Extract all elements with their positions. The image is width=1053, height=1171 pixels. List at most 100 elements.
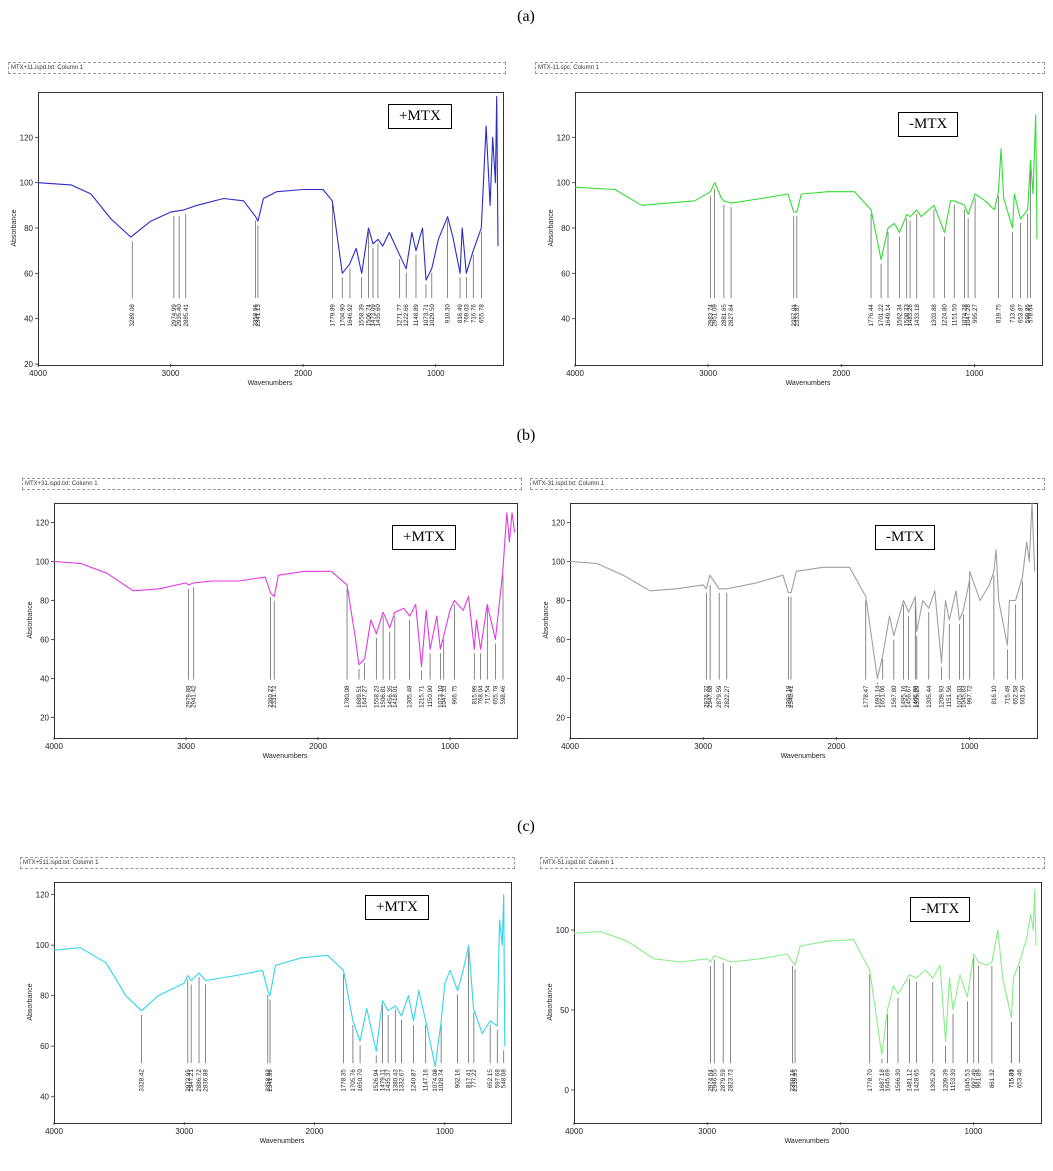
peak-label: 1151.56 xyxy=(946,685,953,707)
x-tick-label: 2000 xyxy=(827,742,845,751)
condition-label-box: -MTX xyxy=(898,112,959,137)
peak-label: 715.81 xyxy=(1008,1069,1015,1088)
x-tick-label: 4000 xyxy=(565,1127,583,1136)
peak-label: 578.64 xyxy=(1028,304,1035,323)
peak-label: 1650.70 xyxy=(357,1069,364,1092)
peak-label: 2358.92 xyxy=(265,1069,272,1092)
peak-label: 2974.64 xyxy=(708,1069,715,1092)
spectrum-chart: 0 50 100 4000 3000 2000 1000 Wavenumbers Absorba… xyxy=(547,889,1037,1145)
peak-label: 717.54 xyxy=(484,685,491,704)
peak-label: 597.68 xyxy=(494,1069,501,1088)
spectrum-line xyxy=(37,95,499,281)
peak-label: 2951.09 xyxy=(712,304,719,327)
peak-label: 1778.47 xyxy=(863,685,870,708)
peak-label: 2823.73 xyxy=(728,1069,735,1092)
peak-label: 652.15 xyxy=(487,1069,494,1088)
x-tick-label: 3000 xyxy=(699,369,717,378)
y-tick-label: 100 xyxy=(36,558,50,567)
peak-label: 769.03 xyxy=(463,304,470,323)
peak-label: 1153.30 xyxy=(950,1069,957,1091)
y-tick-label: 50 xyxy=(560,1006,569,1015)
x-tick-label: 3000 xyxy=(162,369,180,378)
y-tick-label: 0 xyxy=(565,1086,570,1095)
x-tick-label: 2000 xyxy=(306,1127,324,1136)
x-tick-label: 4000 xyxy=(561,742,579,751)
y-tick-label: 100 xyxy=(557,179,571,188)
peak-label: 1558.23 xyxy=(373,685,380,708)
peak-label: 3328.42 xyxy=(138,1069,145,1092)
spectrum-panel-5: MTX+511.ispd.txt: Column 1 40 60 80 100 120 40… xyxy=(20,857,515,1162)
peak-label: 2360.27 xyxy=(267,685,274,708)
x-axis-label: Wavenumbers xyxy=(786,380,831,387)
y-tick-label: 60 xyxy=(40,636,49,645)
y-tick-label: 100 xyxy=(36,941,50,950)
peak-label: 1332.67 xyxy=(399,1069,406,1092)
y-axis-label: Absorbance xyxy=(543,601,550,638)
y-tick-label: 120 xyxy=(20,133,34,142)
spectrum-line xyxy=(569,502,1036,680)
peak-label: 2341.99 xyxy=(267,1069,274,1092)
peak-label: 1028.74 xyxy=(438,1069,445,1092)
spectrum-line xyxy=(574,114,1038,261)
peak-label: 861.32 xyxy=(989,1069,996,1088)
peak-label: 1045.53 xyxy=(964,1069,971,1092)
peak-label: 2340.41 xyxy=(788,685,795,708)
y-tick-label: 60 xyxy=(556,636,565,645)
x-axis-label: Wavenumbers xyxy=(263,753,308,760)
y-tick-label: 120 xyxy=(36,891,50,900)
peak-label: 1150.90 xyxy=(427,685,434,707)
y-tick-label: 60 xyxy=(40,1042,49,1051)
peak-label: 1495.16 xyxy=(901,685,908,708)
peak-label: 2822.27 xyxy=(724,685,731,708)
spectrum-line xyxy=(573,889,1037,1056)
peak-label: 1479.11 xyxy=(379,1069,386,1091)
x-axis-label: Wavenumbers xyxy=(785,1138,830,1145)
peak-label: 995.27 xyxy=(972,304,979,323)
spectrum-chart: 40 60 80 100 120 4000 3000 2000 1000 Wavenumbers A… xyxy=(548,114,1038,387)
peak-label: 1646.92 xyxy=(347,304,354,327)
peak-label: 1705.76 xyxy=(350,1069,357,1092)
peak-label: 1305.20 xyxy=(930,1069,937,1092)
section-label-c: (c) xyxy=(517,818,535,835)
peak-label: 777.22 xyxy=(471,1069,478,1088)
peak-label: 2983.74 xyxy=(707,304,714,327)
panel-title: MTX+11.ispd.txt: Column 1 xyxy=(8,62,506,74)
spectrum-chart: 20 40 60 80 100 120 4000 3000 2000 1000 Wavenumber… xyxy=(27,512,516,760)
peak-label: 653.46 xyxy=(1017,1069,1024,1088)
peak-label: 652.58 xyxy=(1013,685,1020,704)
peak-label: 655.78 xyxy=(492,685,499,704)
peak-label: 1778.70 xyxy=(867,1069,874,1092)
y-tick-label: 80 xyxy=(561,224,570,233)
x-tick-label: 1000 xyxy=(965,1127,983,1136)
peak-label: 2976.32 xyxy=(703,685,710,708)
peak-label: 2879.59 xyxy=(716,685,723,708)
peak-label: 1649.14 xyxy=(885,304,892,327)
condition-label-box: +MTX xyxy=(388,104,452,129)
section-label-a: (a) xyxy=(517,8,535,25)
peak-label: 1562.34 xyxy=(897,304,904,327)
peak-label: 1647.27 xyxy=(362,685,369,708)
plot-area xyxy=(574,882,1042,1124)
peak-label: 1215.71 xyxy=(419,685,426,708)
peak-label: 961.89 xyxy=(976,1069,983,1088)
peak-label: 1074.28 xyxy=(962,304,969,327)
peak-label: 713.66 xyxy=(1010,304,1017,323)
spectrum-line xyxy=(53,894,506,1067)
peak-label: 1567.80 xyxy=(891,685,898,708)
peak-label: 2947.68 xyxy=(707,685,714,708)
y-tick-label: 20 xyxy=(556,714,565,723)
peak-label: 715.49 xyxy=(1004,685,1011,704)
y-tick-label: 60 xyxy=(561,269,570,278)
x-axis-label: Wavenumbers xyxy=(781,753,826,760)
y-tick-label: 120 xyxy=(552,519,566,528)
peak-label: 1428.65 xyxy=(913,1069,920,1092)
peak-label: 966.75 xyxy=(451,685,458,704)
peak-label: 2359.16 xyxy=(789,1069,796,1092)
y-tick-label: 80 xyxy=(24,224,33,233)
peak-label: 1222.66 xyxy=(403,304,410,327)
y-axis-label: Absorbance xyxy=(547,983,554,1020)
peak-label: 816.10 xyxy=(991,685,998,704)
section-label-b: (b) xyxy=(516,427,536,444)
peak-label: 2827.64 xyxy=(728,304,735,327)
peak-label: 1029.50 xyxy=(429,304,436,327)
